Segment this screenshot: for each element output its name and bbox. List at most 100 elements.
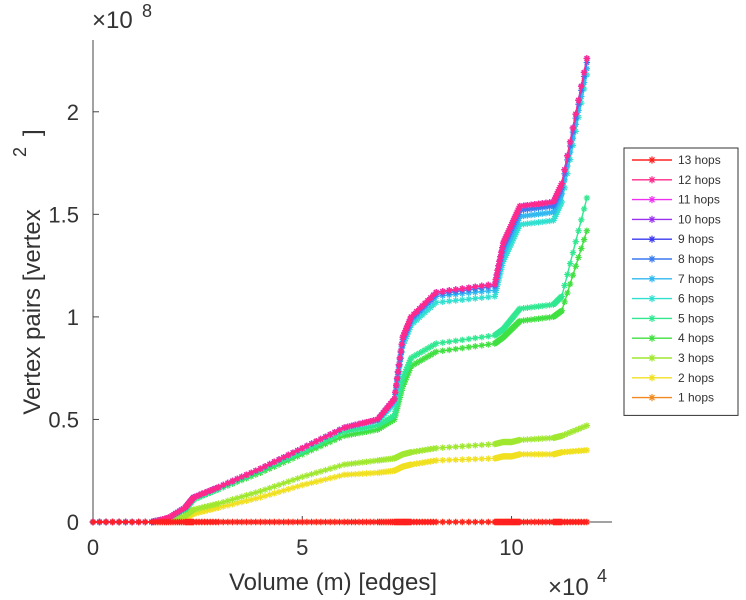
data-point bbox=[472, 343, 479, 350]
data-point bbox=[303, 442, 311, 450]
data-point bbox=[485, 293, 492, 301]
legend-marker bbox=[648, 235, 656, 243]
data-point bbox=[452, 443, 459, 450]
data-point bbox=[446, 338, 453, 345]
legend-item-13-hops: 13 hops bbox=[632, 153, 721, 167]
data-point bbox=[220, 498, 227, 506]
x-tick-label: 10 bbox=[499, 535, 523, 560]
data-point bbox=[299, 444, 306, 452]
data-point bbox=[299, 481, 306, 489]
data-point bbox=[564, 271, 571, 278]
data-point bbox=[439, 347, 446, 355]
legend-marker bbox=[648, 215, 656, 223]
data-point bbox=[280, 487, 287, 494]
data-point bbox=[303, 480, 311, 488]
data-point bbox=[289, 449, 297, 456]
data-point bbox=[271, 458, 278, 466]
data-point bbox=[331, 473, 339, 481]
legend-item-1-hops: 1 hops bbox=[632, 391, 714, 405]
data-point bbox=[566, 138, 574, 146]
x-exponent-base: ×10 bbox=[548, 574, 589, 600]
legend-label: 8 hops bbox=[678, 252, 714, 266]
data-point bbox=[472, 518, 479, 526]
data-point bbox=[575, 227, 582, 234]
data-point bbox=[459, 443, 466, 450]
legend-marker bbox=[648, 196, 656, 204]
legend-item-12-hops: 12 hops bbox=[632, 173, 721, 187]
axis-labels: ×10 8 ×10 4 Volume (m) [edges] Vertex pa… bbox=[10, 1, 607, 600]
data-point bbox=[397, 347, 405, 355]
data-point bbox=[485, 333, 492, 340]
legend-marker bbox=[648, 156, 656, 164]
data-point bbox=[303, 472, 311, 479]
data-point bbox=[561, 282, 568, 289]
data-point bbox=[446, 287, 453, 294]
x-tick-label: 0 bbox=[87, 535, 99, 560]
data-point bbox=[572, 110, 579, 118]
legend-marker bbox=[648, 275, 656, 283]
data-point bbox=[135, 518, 142, 526]
data-point bbox=[558, 307, 565, 314]
data-point bbox=[564, 152, 571, 159]
legend-label: 4 hops bbox=[678, 331, 714, 345]
data-point bbox=[452, 456, 459, 463]
data-point bbox=[215, 500, 222, 507]
data-point bbox=[478, 441, 485, 449]
data-point bbox=[294, 447, 301, 454]
data-point bbox=[313, 469, 320, 476]
x-tick-label: 5 bbox=[296, 535, 308, 560]
data-point bbox=[317, 477, 325, 484]
data-point bbox=[439, 518, 446, 526]
data-point bbox=[569, 271, 577, 279]
data-point bbox=[433, 348, 440, 355]
series-4-hops bbox=[89, 227, 591, 526]
data-point bbox=[478, 294, 485, 301]
data-point bbox=[465, 284, 472, 291]
legend-marker bbox=[648, 295, 656, 303]
data-point bbox=[392, 408, 399, 415]
data-point bbox=[393, 382, 400, 389]
data-point bbox=[433, 518, 440, 526]
data-point bbox=[569, 124, 577, 132]
legend-label: 5 hops bbox=[678, 311, 714, 325]
data-point bbox=[247, 490, 255, 498]
data-point bbox=[299, 473, 306, 481]
y-axis-label: Vertex pairs [vertex bbox=[19, 209, 46, 414]
data-point bbox=[439, 444, 446, 451]
data-point bbox=[243, 492, 250, 499]
legend-marker bbox=[648, 374, 656, 382]
legend-label: 9 hops bbox=[678, 232, 714, 246]
legend-label: 10 hops bbox=[678, 212, 721, 226]
data-point bbox=[465, 344, 472, 351]
data-point bbox=[266, 491, 273, 498]
legend-item-3-hops: 3 hops bbox=[632, 351, 714, 365]
data-point bbox=[322, 476, 329, 483]
data-point bbox=[308, 479, 315, 487]
series-line-10-hops bbox=[93, 58, 588, 523]
data-point bbox=[439, 298, 446, 306]
legend-marker bbox=[648, 354, 656, 362]
data-point bbox=[266, 460, 273, 468]
data-point bbox=[257, 465, 264, 472]
legend-item-6-hops: 6 hops bbox=[632, 292, 714, 306]
data-point bbox=[583, 194, 591, 202]
legend-item-2-hops: 2 hops bbox=[632, 371, 714, 385]
data-point bbox=[102, 518, 110, 526]
data-point bbox=[569, 128, 577, 136]
legend-label: 6 hops bbox=[678, 292, 714, 306]
data-point bbox=[495, 262, 502, 270]
data-point bbox=[326, 475, 334, 482]
data-point bbox=[433, 340, 440, 347]
data-point bbox=[578, 83, 585, 90]
data-point bbox=[465, 518, 472, 526]
data-point bbox=[539, 200, 546, 207]
data-point bbox=[472, 334, 479, 342]
y-axis-label-close: ] bbox=[19, 129, 46, 136]
series-layer bbox=[89, 55, 591, 526]
legend-item-10-hops: 10 hops bbox=[632, 212, 721, 226]
data-point bbox=[485, 281, 492, 289]
data-point bbox=[252, 467, 259, 474]
data-point bbox=[261, 492, 269, 500]
data-point bbox=[485, 341, 492, 348]
data-point bbox=[452, 286, 459, 293]
